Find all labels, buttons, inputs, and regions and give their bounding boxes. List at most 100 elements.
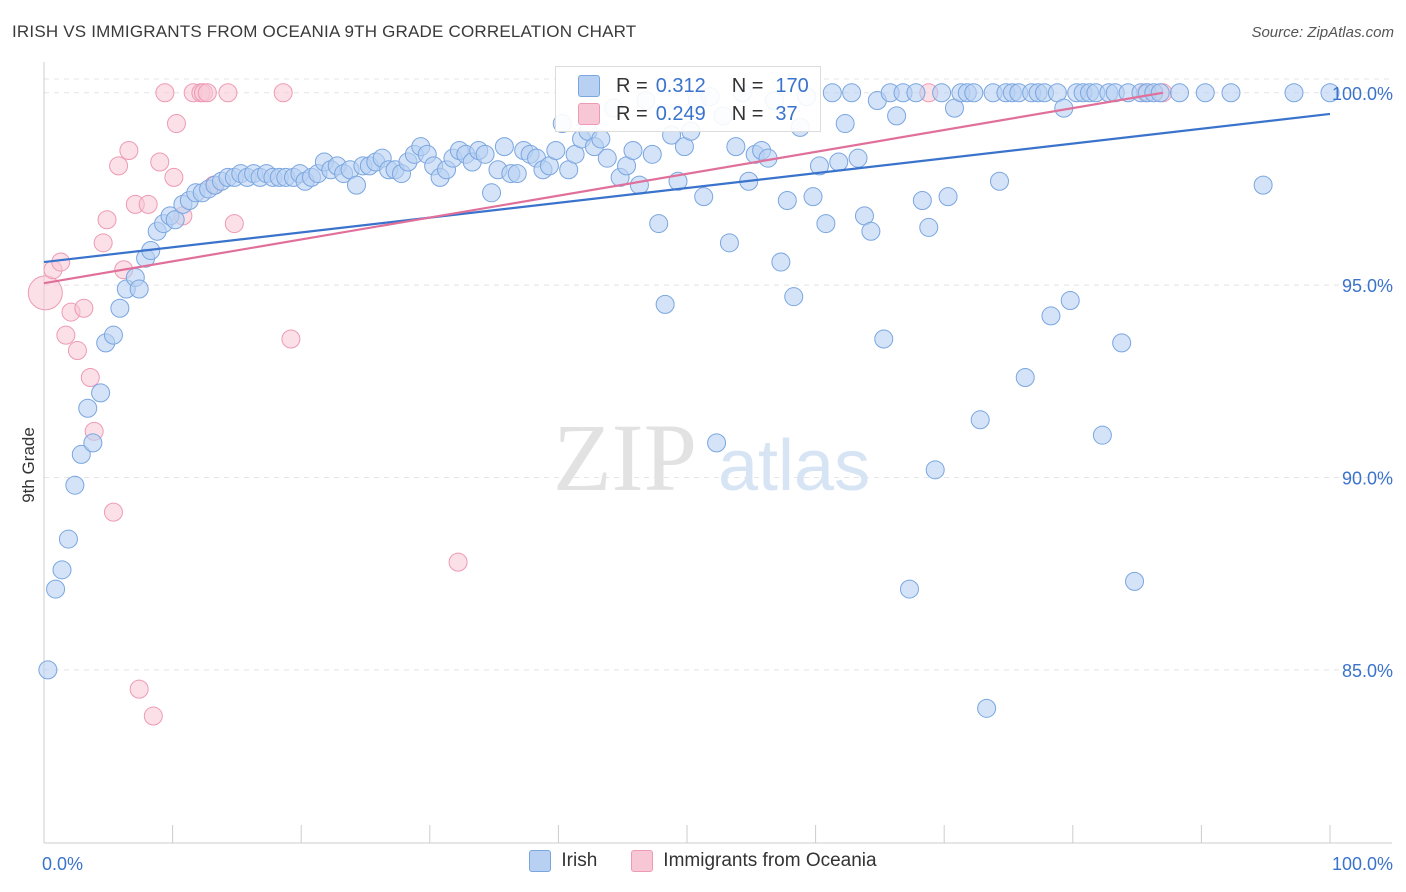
oceania-point xyxy=(80,367,100,387)
oceania-point xyxy=(197,83,217,103)
irish-point xyxy=(129,279,149,299)
oceania-point xyxy=(67,341,87,361)
x-tick-label-max: 100.0% xyxy=(1332,854,1393,874)
irish-point xyxy=(803,187,823,207)
irish-point xyxy=(1170,83,1190,103)
irish-point xyxy=(1195,83,1215,103)
stats-row-oceania: R = 0.249 N = 37 xyxy=(556,99,820,129)
irish-point xyxy=(771,252,791,272)
legend-item-oceania[interactable]: Immigrants from Oceania xyxy=(631,850,877,872)
irish-point xyxy=(874,329,894,349)
irish-point xyxy=(642,144,662,164)
oceania-trendline xyxy=(43,91,1164,285)
oceania-point xyxy=(150,152,170,172)
oceania-point xyxy=(27,275,63,311)
irish-point xyxy=(591,129,611,149)
oceania-swatch xyxy=(578,103,600,125)
oceania-point xyxy=(166,114,186,134)
legend-label-irish: Irish xyxy=(561,850,598,871)
oceania-point xyxy=(103,502,123,522)
stats-box: R = 0.312 N = 170 R = 0.249 N = 37 xyxy=(555,66,821,132)
legend-swatch-oceania xyxy=(631,850,654,872)
oceania-point xyxy=(109,156,129,176)
oceania-point xyxy=(155,83,175,103)
oceania-point xyxy=(97,210,117,230)
y-tick-label: 85.0% xyxy=(1342,661,1393,681)
legend-label-oceania: Immigrants from Oceania xyxy=(663,850,877,871)
watermark-zip: ZIP xyxy=(553,404,697,511)
trendlines xyxy=(43,91,1331,285)
irish-point xyxy=(816,214,836,234)
irish-point xyxy=(925,460,945,480)
tick-labels: 85.0% 90.0% 95.0% 100.0% 0.0% 100.0% xyxy=(42,84,1393,874)
r-label: R = xyxy=(616,74,648,97)
axes xyxy=(43,62,1392,844)
oceania-point xyxy=(218,83,238,103)
irish-point xyxy=(1284,83,1304,103)
oceania-point xyxy=(129,679,149,699)
oceania-r-value: 0.249 xyxy=(655,102,706,125)
irish-point xyxy=(165,210,185,230)
irish-point xyxy=(103,325,123,345)
irish-point xyxy=(1041,306,1061,326)
irish-point xyxy=(91,383,111,403)
legend-item-irish[interactable]: Irish xyxy=(529,850,597,872)
irish-point xyxy=(623,140,643,160)
irish-point xyxy=(835,114,855,134)
irish-point xyxy=(932,83,952,103)
legend: Irish Immigrants from Oceania xyxy=(0,850,1406,872)
irish-point xyxy=(777,191,797,211)
irish-point xyxy=(1320,83,1340,103)
y-tick-label: 95.0% xyxy=(1342,276,1393,296)
oceania-point xyxy=(56,325,76,345)
irish-point xyxy=(597,148,617,168)
oceania-point xyxy=(273,83,293,103)
irish-point xyxy=(546,140,566,160)
irish-point xyxy=(1092,425,1112,445)
irish-point xyxy=(970,410,990,430)
oceania-point xyxy=(448,552,468,572)
r-label: R = xyxy=(616,102,648,125)
irish-point xyxy=(655,294,675,314)
irish-point xyxy=(1060,291,1080,311)
irish-point xyxy=(346,175,366,195)
irish-point xyxy=(649,214,669,234)
oceania-n-value: 37 xyxy=(775,102,798,125)
x-tick-label-min: 0.0% xyxy=(42,854,83,874)
irish-point xyxy=(848,148,868,168)
legend-swatch-irish xyxy=(529,850,552,872)
irish-point xyxy=(919,217,939,237)
watermark: ZIP atlas xyxy=(553,404,870,511)
irish-point xyxy=(52,560,72,580)
irish-point xyxy=(964,83,984,103)
irish-point xyxy=(38,660,58,680)
oceania-point xyxy=(281,329,301,349)
irish-point xyxy=(938,187,958,207)
irish-point xyxy=(1112,333,1132,353)
y-axis-label: 9th Grade xyxy=(19,427,38,503)
irish-point xyxy=(719,233,739,253)
irish-point xyxy=(58,529,78,549)
irish-point xyxy=(507,164,527,184)
irish-point xyxy=(475,144,495,164)
irish-point xyxy=(887,106,907,126)
irish-point xyxy=(694,187,714,207)
y-tick-label: 100.0% xyxy=(1332,84,1393,104)
oceania-point xyxy=(143,706,163,726)
irish-point xyxy=(899,579,919,599)
y-tick-label: 90.0% xyxy=(1342,469,1393,489)
oceania-point xyxy=(93,233,113,253)
irish-point xyxy=(912,191,932,211)
irish-point xyxy=(809,156,829,176)
oceania-point xyxy=(51,252,71,272)
irish-point xyxy=(110,298,130,318)
oceania-point xyxy=(164,167,184,187)
irish-point xyxy=(989,171,1009,191)
n-label: N = xyxy=(731,74,764,97)
irish-point xyxy=(1125,571,1145,591)
irish-point xyxy=(784,287,804,307)
irish-swatch xyxy=(578,75,600,97)
irish-point xyxy=(707,433,727,453)
irish-point xyxy=(83,433,103,453)
